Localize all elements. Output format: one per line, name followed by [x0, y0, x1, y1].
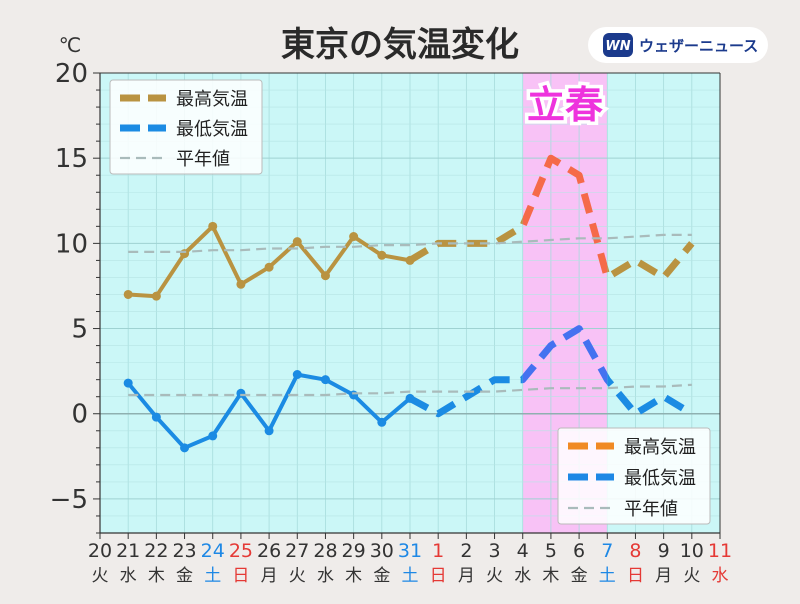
x-weekday-label: 木 — [345, 566, 362, 586]
x-weekday-label: 日 — [430, 566, 447, 586]
data-point-marker — [123, 378, 133, 388]
x-tick-label: 30 — [370, 540, 394, 562]
brand-logo-text: WN — [605, 39, 630, 54]
data-point-marker — [320, 375, 330, 385]
y-axis-unit: ℃ — [59, 33, 81, 57]
legend-bottom-right-label: 最低気温 — [624, 468, 696, 489]
x-weekday-label: 日 — [232, 566, 249, 586]
x-tick-label: 10 — [680, 540, 704, 562]
x-tick-label: 28 — [313, 540, 337, 562]
x-tick-label: 1 — [432, 540, 444, 562]
x-weekday-label: 水 — [712, 566, 729, 586]
data-point-marker — [292, 237, 302, 247]
forecast-series-line-high-highlighted — [522, 154, 608, 281]
x-tick-label: 11 — [708, 540, 732, 562]
x-weekday-label: 月 — [261, 566, 278, 586]
x-tick-label: 7 — [601, 540, 613, 562]
y-tick-label: 20 — [55, 59, 88, 89]
chart-title: 東京の気温変化 — [281, 25, 519, 65]
x-weekday-label: 月 — [458, 566, 475, 586]
x-tick-label: 20 — [88, 540, 112, 562]
x-tick-label: 2 — [460, 540, 472, 562]
data-point-marker — [292, 370, 302, 380]
x-weekday-label: 金 — [176, 566, 193, 586]
legend-top-left-label: 最低気温 — [176, 119, 248, 140]
data-point-marker — [123, 289, 133, 299]
x-weekday-label: 金 — [571, 566, 588, 586]
x-weekday-label: 火 — [486, 566, 503, 586]
x-tick-label: 23 — [172, 540, 196, 562]
data-point-marker — [208, 431, 218, 441]
brand-name: ウェザーニュース — [639, 37, 758, 55]
y-tick-label: −5 — [50, 485, 88, 515]
legend-bottom-right-box — [557, 427, 711, 525]
data-point-marker — [349, 232, 359, 242]
data-point-marker — [349, 390, 359, 400]
data-point-marker — [236, 279, 246, 289]
x-tick-label: 5 — [545, 540, 557, 562]
data-point-marker — [236, 388, 246, 398]
x-weekday-label: 水 — [514, 566, 531, 586]
legend-bottom-right-label: 最高気温 — [624, 437, 696, 458]
data-point-marker — [377, 250, 387, 260]
brand-badge — [588, 27, 768, 63]
normal-series-line-low — [128, 383, 692, 397]
x-tick-label: 6 — [573, 540, 585, 562]
x-weekday-label: 月 — [655, 566, 672, 586]
brand-logo-icon — [603, 33, 633, 57]
data-point-marker — [264, 426, 274, 436]
x-weekday-label: 水 — [317, 566, 334, 586]
x-tick-label: 29 — [342, 540, 366, 562]
x-tick-label: 9 — [658, 540, 670, 562]
x-tick-label: 8 — [629, 540, 641, 562]
data-point-marker — [151, 412, 161, 422]
x-tick-label: 25 — [229, 540, 253, 562]
data-point-marker — [320, 271, 330, 281]
x-weekday-label: 日 — [627, 566, 644, 586]
x-weekday-label: 土 — [204, 566, 221, 586]
x-tick-label: 31 — [398, 540, 422, 562]
x-weekday-label: 火 — [92, 566, 109, 586]
x-tick-label: 22 — [144, 540, 168, 562]
data-point-marker — [180, 249, 190, 259]
legend-bottom-right-label: 平年値 — [624, 499, 678, 520]
data-point-marker — [151, 291, 161, 301]
data-point-marker — [208, 221, 218, 231]
x-tick-label: 21 — [116, 540, 140, 562]
x-weekday-label: 火 — [683, 566, 700, 586]
y-tick-label: 0 — [71, 400, 88, 430]
legend-top-left-label: 平年値 — [176, 149, 230, 170]
x-weekday-label: 木 — [148, 566, 165, 586]
data-point-marker — [180, 443, 190, 453]
x-weekday-label: 土 — [402, 566, 419, 586]
normal-series-line-high — [128, 233, 692, 253]
x-tick-label: 4 — [517, 540, 529, 562]
x-weekday-label: 木 — [542, 566, 559, 586]
annotation-label: 立春 — [527, 83, 603, 127]
y-tick-label: 10 — [55, 229, 88, 259]
x-tick-label: 24 — [201, 540, 225, 562]
data-point-marker — [264, 262, 274, 272]
x-weekday-label: 金 — [373, 566, 390, 586]
x-weekday-label: 水 — [120, 566, 137, 586]
legend-top-left-label: 最高気温 — [176, 89, 248, 110]
x-tick-label: 27 — [285, 540, 309, 562]
x-tick-label: 3 — [488, 540, 500, 562]
forecast-series-line-low-highlighted — [522, 325, 608, 386]
x-weekday-label: 土 — [599, 566, 616, 586]
data-point-marker — [377, 417, 387, 427]
x-weekday-label: 火 — [289, 566, 306, 586]
x-tick-label: 26 — [257, 540, 281, 562]
y-tick-label: 15 — [55, 144, 88, 174]
legend-top-left-box — [109, 79, 263, 175]
y-tick-label: 5 — [71, 315, 88, 345]
